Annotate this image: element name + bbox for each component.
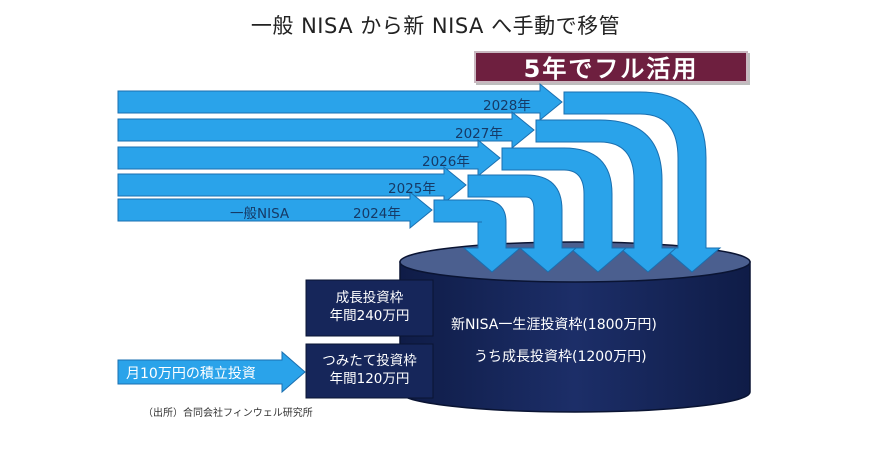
monthly-input-label: 月10万円の積立投資 — [126, 366, 256, 382]
page-title: 一般 NISA から新 NISA へ手動で移管 — [250, 14, 621, 38]
tank-growth-limit: うち成長投資枠(1200万円) — [474, 349, 647, 365]
tsumitate-quota-title: つみたて投資枠 — [322, 353, 417, 369]
curve-arrow-2024 — [433, 199, 522, 273]
growth-quota-amount: 年間240万円 — [329, 308, 410, 324]
year-label-2026: 2026年 — [422, 154, 470, 170]
year-arrow-2028 — [117, 82, 563, 122]
curve-arrow-2025 — [467, 174, 578, 273]
year-label-2024: 2024年 — [353, 206, 401, 222]
tsumitate-quota-box — [305, 343, 434, 399]
growth-quota-title: 成長投資枠 — [335, 290, 404, 306]
monthly-input-arrow — [117, 350, 306, 394]
tsumitate-quota-text: つみたて投資枠 年間120万円 — [306, 352, 433, 388]
curve-arrow-2028 — [563, 91, 722, 273]
curve-arrow-2026 — [501, 147, 628, 273]
year-arrow-2024 — [117, 190, 433, 230]
year-arrow-2025 — [117, 165, 467, 205]
year-label-2027: 2027年 — [455, 126, 503, 142]
general-nisa-label: 一般NISA — [230, 206, 290, 222]
tank-lifetime-limit: 新NISA一生涯投資枠(1800万円) — [451, 317, 657, 333]
growth-quota-box — [305, 279, 434, 337]
five-year-banner: 5年でフル活用 — [474, 51, 748, 83]
year-label-2028: 2028年 — [483, 98, 531, 114]
year-arrow-2027 — [117, 110, 535, 150]
source-note: （出所）合同会社フィンウェル研究所 — [143, 408, 313, 419]
tsumitate-quota-amount: 年間120万円 — [329, 371, 410, 387]
curve-arrow-2027 — [535, 119, 678, 273]
year-label-2025: 2025年 — [388, 181, 436, 197]
growth-quota-text: 成長投資枠 年間240万円 — [306, 289, 433, 325]
year-arrow-2026 — [117, 138, 501, 178]
